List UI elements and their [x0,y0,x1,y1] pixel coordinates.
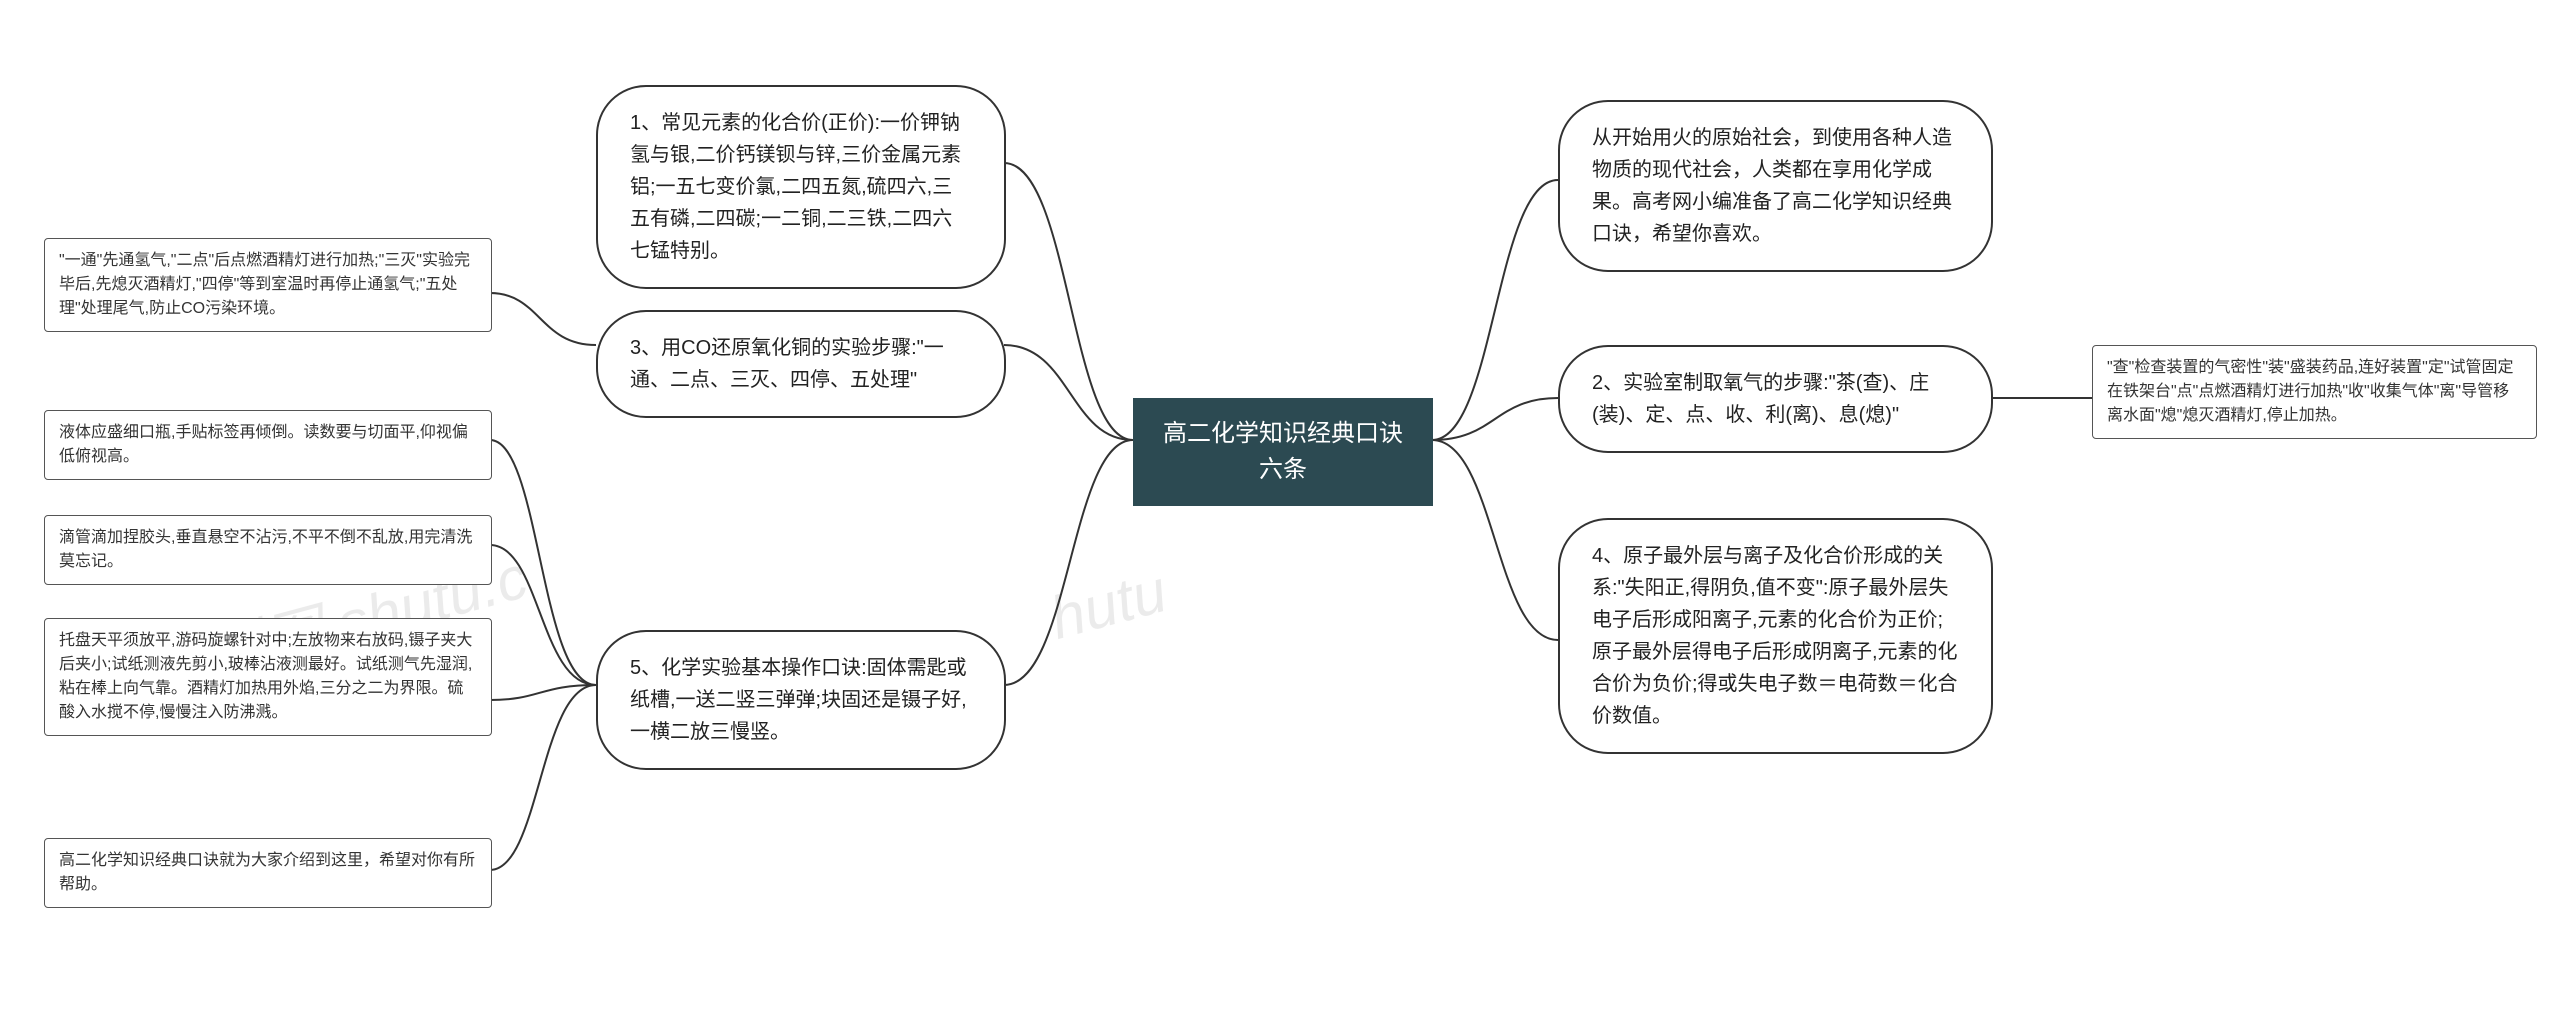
node-text: "查"检查装置的气密性"装"盛装药品,连好装置"定"试管固定在铁架台"点"点燃酒… [2107,359,2514,424]
center-node: 高二化学知识经典口诀六条 [1133,398,1433,506]
left-node-5: 5、化学实验基本操作口诀:固体需匙或纸槽,一送二竖三弹弹;块固还是镊子好,一横二… [596,630,1006,770]
node-text: "一通"先通氢气,"二点"后点燃酒精灯进行加热;"三灭"实验完毕后,先熄灭酒精灯… [59,252,470,317]
right-node-4: 4、原子最外层与离子及化合价形成的关系:"失阳正,得阴负,值不变":原子最外层失… [1558,518,1993,754]
node-text: 4、原子最外层与离子及化合价形成的关系:"失阳正,得阴负,值不变":原子最外层失… [1592,545,1958,727]
node-text: 液体应盛细口瓶,手贴标签再倾倒。读数要与切面平,仰视偏低俯视高。 [59,424,468,465]
right-node-2-detail: "查"检查装置的气密性"装"盛装药品,连好装置"定"试管固定在铁架台"点"点燃酒… [2092,345,2537,439]
node-text: 从开始用火的原始社会，到使用各种人造物质的现代社会，人类都在享用化学成果。高考网… [1592,127,1952,245]
left-node-1: 1、常见元素的化合价(正价):一价钾钠氢与银,二价钙镁钡与锌,三价金属元素铝;一… [596,85,1006,289]
left-node-5-d1: 液体应盛细口瓶,手贴标签再倾倒。读数要与切面平,仰视偏低俯视高。 [44,410,492,480]
node-text: 5、化学实验基本操作口诀:固体需匙或纸槽,一送二竖三弹弹;块固还是镊子好,一横二… [630,657,967,743]
watermark: hutu [1043,556,1174,653]
node-text: 3、用CO还原氧化铜的实验步骤:"一通、二点、三灭、四停、五处理" [630,337,944,391]
right-node-2: 2、实验室制取氧气的步骤:"茶(查)、庄(装)、定、点、收、利(离)、息(熄)" [1558,345,1993,453]
left-node-3: 3、用CO还原氧化铜的实验步骤:"一通、二点、三灭、四停、五处理" [596,310,1006,418]
left-node-5-d2: 滴管滴加捏胶头,垂直悬空不沾污,不平不倒不乱放,用完清洗莫忘记。 [44,515,492,585]
right-intro: 从开始用火的原始社会，到使用各种人造物质的现代社会，人类都在享用化学成果。高考网… [1558,100,1993,272]
left-node-5-d3: 托盘天平须放平,游码旋螺针对中;左放物来右放码,镊子夹大后夹小;试纸测液先剪小,… [44,618,492,736]
left-node-3-detail: "一通"先通氢气,"二点"后点燃酒精灯进行加热;"三灭"实验完毕后,先熄灭酒精灯… [44,238,492,332]
node-text: 1、常见元素的化合价(正价):一价钾钠氢与银,二价钙镁钡与锌,三价金属元素铝;一… [630,112,961,262]
node-text: 高二化学知识经典口诀就为大家介绍到这里，希望对你有所帮助。 [59,852,475,893]
node-text: 2、实验室制取氧气的步骤:"茶(查)、庄(装)、定、点、收、利(离)、息(熄)" [1592,372,1929,426]
center-title: 高二化学知识经典口诀六条 [1163,420,1403,483]
left-node-5-d4: 高二化学知识经典口诀就为大家介绍到这里，希望对你有所帮助。 [44,838,492,908]
node-text: 托盘天平须放平,游码旋螺针对中;左放物来右放码,镊子夹大后夹小;试纸测液先剪小,… [59,632,472,721]
node-text: 滴管滴加捏胶头,垂直悬空不沾污,不平不倒不乱放,用完清洗莫忘记。 [59,529,472,570]
